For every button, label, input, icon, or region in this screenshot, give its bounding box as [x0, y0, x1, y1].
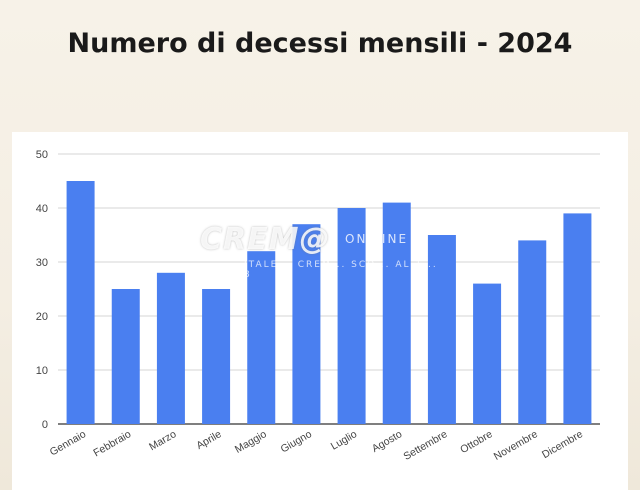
x-tick-label: Febbraio	[91, 428, 133, 459]
x-tick-label: Agosto	[370, 428, 404, 455]
chart-title: Numero di decessi mensili - 2024	[67, 28, 573, 59]
bar-dicembre	[563, 213, 592, 424]
bar-febbraio	[111, 289, 140, 424]
y-tick-label: 40	[36, 203, 48, 215]
bar-agosto	[382, 202, 411, 424]
x-tick-label: Aprile	[194, 428, 223, 452]
x-tick-label: Giugno	[279, 428, 314, 455]
bar-settembre	[427, 235, 456, 424]
bar-giugno	[292, 224, 321, 424]
bar-ottobre	[473, 283, 502, 424]
x-axis-ticks: Gennaio Febbraio Marzo Aprile Maggio Giugno Lu…	[48, 428, 585, 463]
bar-luglio	[337, 208, 366, 424]
x-tick-label: Dicembre	[540, 428, 585, 461]
bar-maggio	[247, 251, 276, 424]
bars	[66, 181, 592, 424]
y-tick-label: 0	[42, 419, 48, 431]
x-tick-label: Marzo	[147, 428, 178, 453]
bar-aprile	[202, 289, 231, 424]
x-tick-label: Ottobre	[458, 428, 494, 456]
bar-marzo	[156, 272, 185, 424]
x-tick-label: Maggio	[233, 428, 269, 456]
chart-card: 0 10 20 30 40 50 Gennaio Febbraio Marzo Aprile Ma…	[12, 132, 628, 490]
y-tick-label: 50	[36, 149, 48, 161]
bar-gennaio	[66, 181, 95, 424]
grid-lines	[58, 153, 600, 425]
bar-chart: 0 10 20 30 40 50 Gennaio Febbraio Marzo Aprile Ma…	[36, 149, 600, 463]
x-tick-label: Luglio	[329, 428, 359, 452]
x-tick-label: Novembre	[492, 428, 540, 463]
y-tick-label: 30	[36, 257, 48, 269]
x-tick-label: Settembre	[401, 428, 449, 463]
y-tick-label: 20	[36, 311, 48, 323]
y-tick-label: 10	[36, 365, 48, 377]
y-axis-ticks: 0 10 20 30 40 50	[36, 149, 48, 431]
bar-novembre	[518, 240, 547, 424]
x-tick-label: Gennaio	[48, 428, 89, 458]
